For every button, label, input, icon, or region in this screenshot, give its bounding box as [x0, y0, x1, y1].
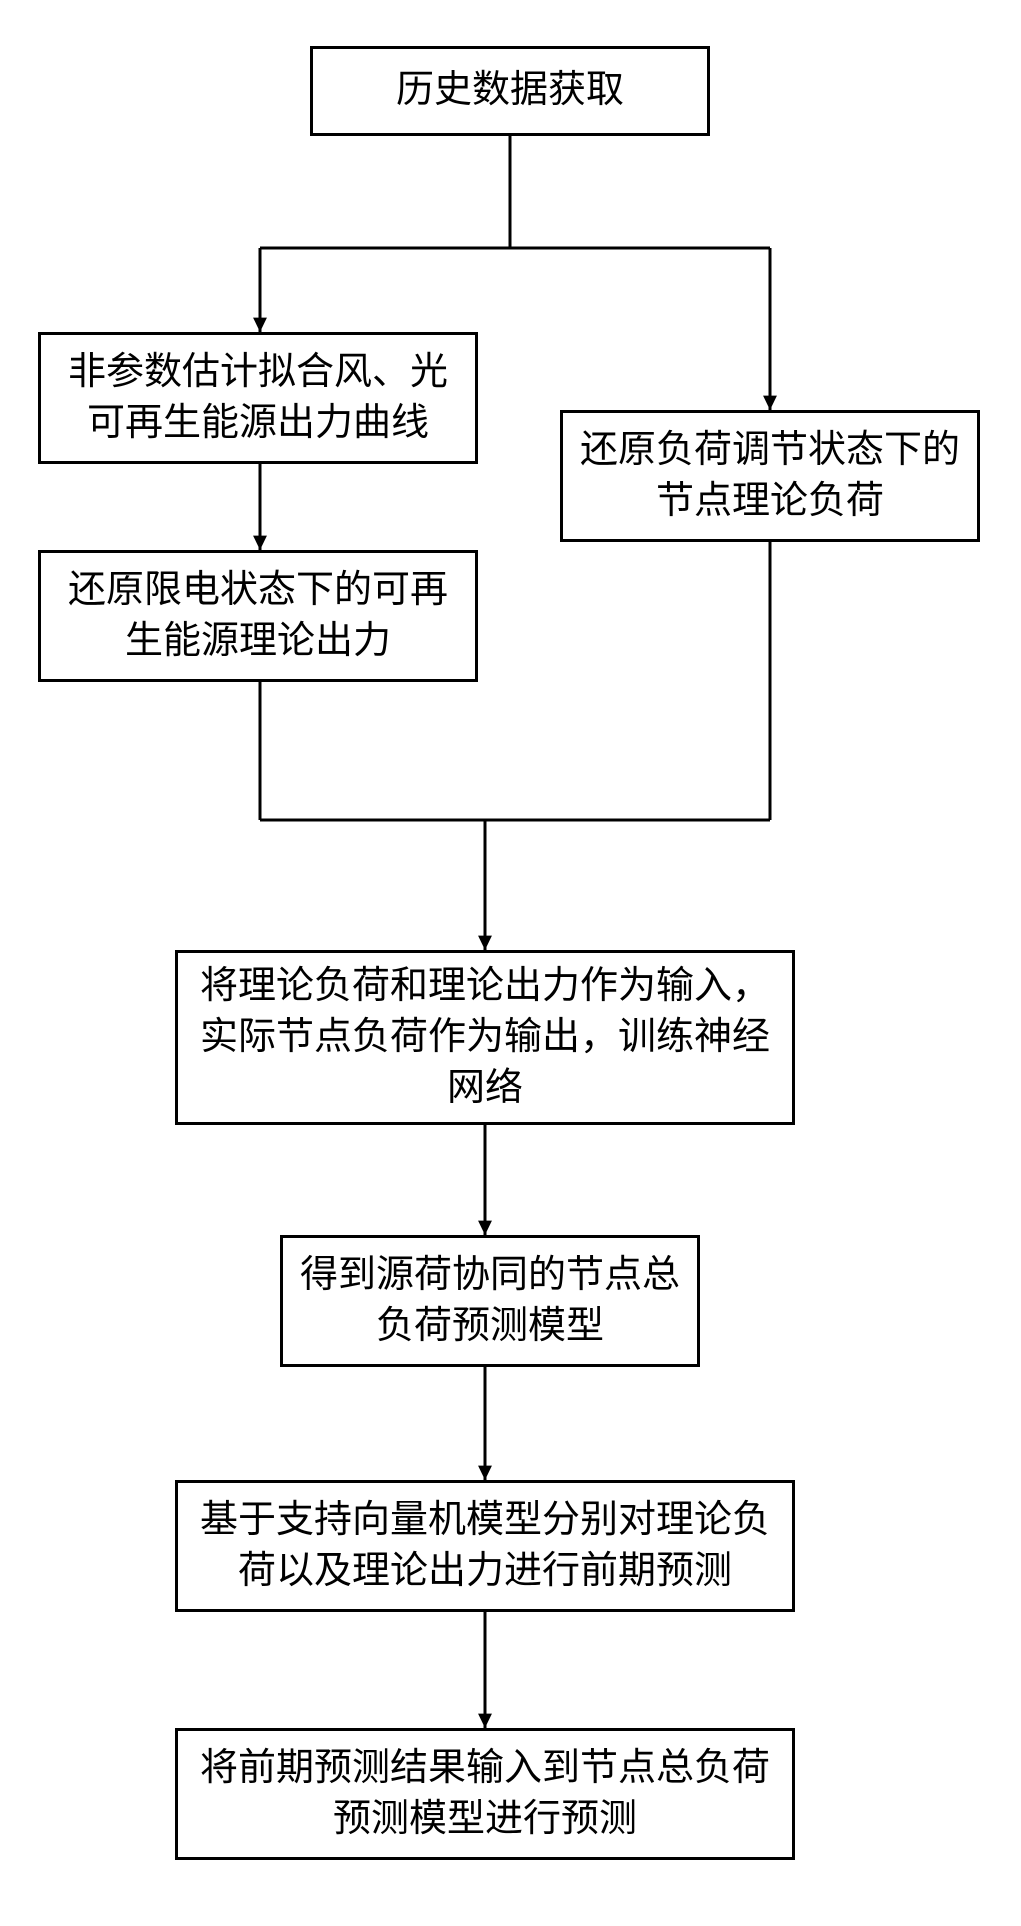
- node-label: 将理论负荷和理论出力作为输入，实际节点负荷作为输出，训练神经网络: [192, 961, 778, 1115]
- node-train-nn: 将理论负荷和理论出力作为输入，实际节点负荷作为输出，训练神经网络: [175, 950, 795, 1125]
- node-label: 还原负荷调节状态下的节点理论负荷: [577, 425, 963, 528]
- node-obtain-model: 得到源荷协同的节点总负荷预测模型: [280, 1235, 700, 1367]
- node-label: 得到源荷协同的节点总负荷预测模型: [297, 1250, 683, 1353]
- node-restore-renewable: 还原限电状态下的可再生能源理论出力: [38, 550, 478, 682]
- node-svm-preforecast: 基于支持向量机模型分别对理论负荷以及理论出力进行前期预测: [175, 1480, 795, 1612]
- node-final-predict: 将前期预测结果输入到节点总负荷预测模型进行预测: [175, 1728, 795, 1860]
- node-nonparam-fit: 非参数估计拟合风、光可再生能源出力曲线: [38, 332, 478, 464]
- node-restore-load: 还原负荷调节状态下的节点理论负荷: [560, 410, 980, 542]
- node-history-data: 历史数据获取: [310, 46, 710, 136]
- flowchart-canvas: 历史数据获取 非参数估计拟合风、光可再生能源出力曲线 还原负荷调节状态下的节点理…: [0, 0, 1021, 1926]
- node-label: 历史数据获取: [396, 65, 624, 116]
- node-label: 还原限电状态下的可再生能源理论出力: [55, 565, 461, 668]
- node-label: 基于支持向量机模型分别对理论负荷以及理论出力进行前期预测: [192, 1495, 778, 1598]
- node-label: 将前期预测结果输入到节点总负荷预测模型进行预测: [192, 1743, 778, 1846]
- node-label: 非参数估计拟合风、光可再生能源出力曲线: [55, 347, 461, 450]
